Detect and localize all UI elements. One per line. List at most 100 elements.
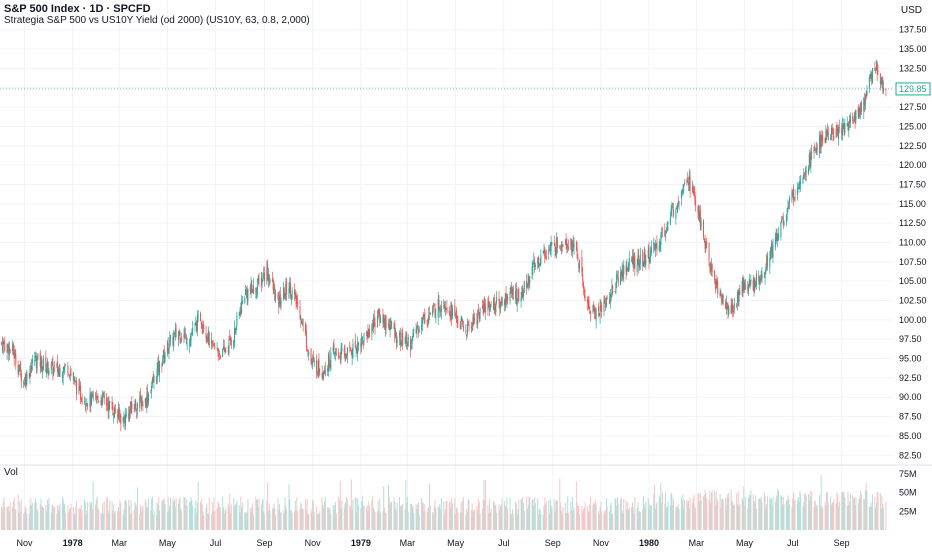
volume-bar (12, 501, 14, 530)
volume-bar (316, 506, 318, 530)
volume-bar (255, 496, 257, 530)
candle-body (703, 219, 705, 238)
candle-body (80, 385, 82, 400)
volume-bar (820, 474, 822, 530)
candle-body (603, 300, 605, 312)
candle-body (800, 181, 802, 185)
volume-bar (147, 498, 149, 530)
volume-bar (799, 491, 801, 530)
volume-bar (698, 493, 700, 530)
candle-body (789, 197, 791, 203)
volume-bar (692, 497, 694, 530)
volume-bar (620, 499, 622, 530)
candle-body (140, 397, 142, 409)
volume-bar (468, 500, 470, 530)
candle-body (466, 334, 468, 336)
volume-bar (332, 504, 334, 530)
volume-bar (467, 498, 469, 530)
candle-body (269, 279, 271, 282)
candle-body (520, 298, 522, 302)
volume-bar (173, 501, 175, 530)
currency-label[interactable]: USD (900, 5, 922, 16)
candle-body (302, 323, 304, 325)
volume-bar (377, 500, 379, 530)
candle-body (588, 299, 590, 309)
candle-body (614, 291, 616, 293)
volume-bar (258, 498, 260, 530)
volume-bar (365, 507, 367, 530)
candle-body (748, 278, 750, 287)
volume-bar (566, 512, 568, 530)
candle-body (821, 135, 823, 141)
candle-body (717, 281, 719, 294)
candle-body (849, 120, 851, 124)
candle-body (373, 315, 375, 326)
candle-body (368, 329, 370, 332)
volume-bar (578, 505, 580, 530)
candle-body (554, 243, 556, 253)
candle-body (131, 403, 133, 409)
candle-body (531, 266, 533, 279)
volume-label[interactable]: Vol (4, 467, 18, 478)
volume-bar (440, 498, 442, 530)
candle-body (279, 295, 281, 305)
volume-bar (477, 498, 479, 530)
candle-body (730, 305, 732, 314)
candle-body (37, 353, 39, 358)
candle-body (142, 404, 144, 406)
candle-body (582, 282, 584, 289)
candle-body (728, 307, 730, 314)
candle-body (35, 355, 37, 358)
volume-bar (404, 509, 406, 530)
volume-bar (500, 504, 502, 530)
candle-body (207, 338, 209, 342)
candle-body (710, 268, 712, 272)
time-tick-label: Nov (593, 538, 610, 548)
candle-body (84, 403, 86, 405)
volume-bar (451, 498, 453, 530)
candle-body (91, 393, 93, 405)
volume-bar (748, 497, 750, 530)
candle-body (706, 242, 708, 245)
volume-bar (871, 506, 873, 530)
candle-body (41, 359, 43, 370)
volume-bar (479, 513, 481, 530)
candle-body (261, 277, 263, 284)
volume-bar (305, 510, 307, 530)
candle-body (256, 286, 258, 295)
volume-bar (496, 512, 498, 530)
volume-bar (627, 510, 629, 530)
volume-bar (91, 502, 93, 530)
candle-body (335, 351, 337, 355)
indicator-legend[interactable]: Strategia S&P 500 vs US10Y Yield (od 200… (4, 15, 310, 26)
candle-body (659, 242, 661, 247)
volume-bar (632, 507, 634, 530)
volume-bar (815, 505, 817, 530)
volume-bar (356, 512, 358, 530)
candle-body (307, 353, 309, 354)
candle-body (775, 233, 777, 239)
candle-body (865, 94, 867, 99)
volume-bar (778, 490, 780, 530)
candle-body (805, 170, 807, 175)
candle-body (25, 374, 27, 385)
volume-bar (700, 500, 702, 530)
candle-body (211, 339, 213, 345)
candle-body (395, 332, 397, 343)
time-tick-label: Nov (305, 538, 322, 548)
candle-body (487, 301, 489, 311)
candle-body (760, 277, 762, 281)
candle-body (522, 292, 524, 297)
candle-body (20, 373, 22, 382)
volume-bar (853, 497, 855, 530)
candle-body (808, 167, 810, 174)
volume-bar (67, 505, 69, 530)
volume-bar (18, 512, 20, 530)
volume-bar (158, 497, 160, 530)
volume-bar (752, 494, 754, 530)
candle-body (367, 330, 369, 337)
candle-body (241, 301, 243, 313)
volume-bar (470, 510, 472, 530)
